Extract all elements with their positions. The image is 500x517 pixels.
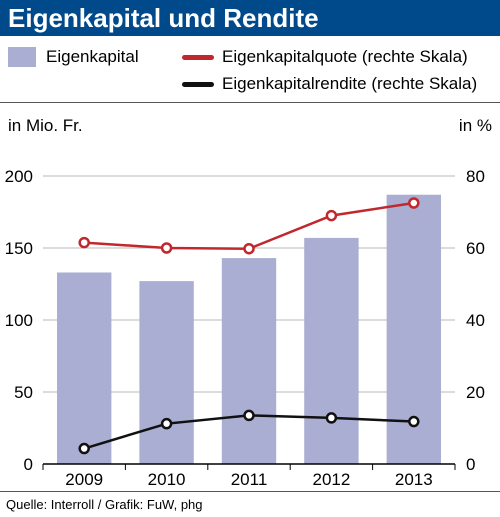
left-tick-label: 100 bbox=[5, 311, 33, 330]
x-tick-label: 2013 bbox=[395, 470, 433, 489]
legend-quote-line bbox=[182, 54, 214, 60]
point-eigenkapitalrendite bbox=[408, 415, 420, 428]
series-line-eigenkapitalquote bbox=[84, 201, 414, 250]
legend-eigenkapitalquote: Eigenkapitalquote (rechte Skala) bbox=[182, 47, 468, 67]
right-tick-label: 80 bbox=[466, 167, 485, 186]
left-tick-label: 200 bbox=[5, 167, 33, 186]
point-eigenkapitalquote bbox=[160, 242, 173, 254]
right-tick-label: 0 bbox=[466, 455, 475, 474]
legend-rendite-line bbox=[182, 81, 214, 87]
right-tick-label: 60 bbox=[466, 239, 485, 258]
chart-area: 0 50 100 150 200 0 20 40 60 80 2009 2010 2011 2012 201… bbox=[5, 167, 485, 489]
legend-eigenkapital-label: Eigenkapital bbox=[46, 47, 139, 66]
right-axis-unit: in % bbox=[458, 116, 492, 135]
point-eigenkapitalrendite bbox=[325, 412, 338, 424]
bar-eigenkapital bbox=[57, 272, 112, 464]
right-tick-label: 20 bbox=[466, 383, 485, 402]
title-bar: Eigenkapital und Rendite bbox=[0, 0, 500, 36]
point-eigenkapitalrendite bbox=[160, 417, 173, 430]
bar-eigenkapital bbox=[221, 258, 277, 464]
point-eigenkapitalquote bbox=[78, 236, 90, 249]
point-eigenkapitalquote bbox=[408, 197, 420, 209]
point-eigenkapitalrendite bbox=[243, 409, 255, 422]
legend-eigenkapital: Eigenkapital bbox=[8, 47, 139, 67]
point-eigenkapitalquote bbox=[243, 242, 255, 255]
right-tick-label: 40 bbox=[466, 311, 485, 330]
bar-eigenkapital bbox=[304, 237, 359, 464]
left-tick-label: 150 bbox=[5, 239, 33, 258]
legend-eigenkapitalrendite: Eigenkapitalrendite (rechte Skala) bbox=[182, 74, 477, 94]
legend-bar-swatch bbox=[8, 47, 36, 67]
source-divider bbox=[0, 491, 500, 492]
legend-divider bbox=[0, 102, 500, 103]
left-tick-label: 50 bbox=[14, 383, 33, 402]
left-tick-label: 0 bbox=[24, 455, 33, 474]
x-tick-label: 2012 bbox=[312, 470, 350, 489]
source-note: Quelle: Interroll / Grafik: FuW, phg bbox=[6, 497, 203, 512]
bar-eigenkapital bbox=[139, 281, 194, 464]
point-eigenkapitalquote bbox=[325, 209, 338, 222]
x-tick-label: 2011 bbox=[231, 470, 268, 489]
legend-quote-label: Eigenkapitalquote (rechte Skala) bbox=[222, 47, 468, 66]
x-tick-label: 2010 bbox=[148, 470, 186, 489]
legend-rendite-label: Eigenkapitalrendite (rechte Skala) bbox=[222, 74, 478, 93]
chart-title: Eigenkapital und Rendite bbox=[8, 3, 319, 33]
x-tick-label: 2009 bbox=[65, 470, 103, 489]
left-axis-unit: in Mio. Fr. bbox=[8, 116, 83, 135]
point-eigenkapitalrendite bbox=[78, 442, 90, 455]
